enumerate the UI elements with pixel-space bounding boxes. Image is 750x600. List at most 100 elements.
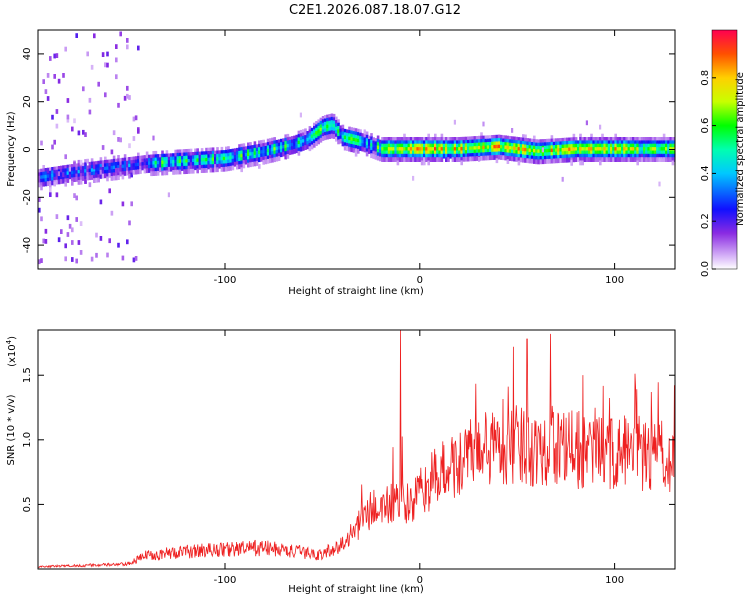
spectrogram-cell <box>570 154 573 159</box>
spectrogram-cell <box>403 140 406 146</box>
spectrogram-cell <box>381 150 384 156</box>
spectrogram-cell <box>264 146 268 151</box>
spectrogram-cell <box>374 154 378 160</box>
spectrogram-cell <box>350 133 353 139</box>
spectrogram-cell <box>115 165 118 171</box>
spectrogram-cell <box>227 159 230 165</box>
spectrogram-cell <box>266 152 270 157</box>
spectrogram-cell <box>546 159 549 164</box>
spectrogram-cell <box>489 155 492 161</box>
spectrogram-cell <box>365 134 369 140</box>
spectrogram-cell <box>148 168 151 173</box>
spectrogram-cell <box>126 38 129 43</box>
spectrogram-cell <box>187 169 191 174</box>
spectrogram-cell <box>326 128 329 133</box>
spectrogram-cell <box>60 175 63 181</box>
spectrogram-cell <box>51 177 54 182</box>
spectrogram-cell <box>616 140 620 146</box>
spectrogram-cell <box>482 145 485 151</box>
spectrogram-cell <box>636 143 639 149</box>
spectrogram-cell <box>238 161 241 166</box>
spectrogram-cell <box>209 167 213 173</box>
spectrogram-cell <box>53 139 56 145</box>
spectrogram-cell <box>236 147 239 153</box>
spectrogram-cell <box>482 142 485 148</box>
spectrogram-cell <box>546 145 549 151</box>
spectrogram-cell <box>440 157 444 162</box>
spectrogram-cell <box>167 153 171 159</box>
spectrogram-cell <box>550 135 554 140</box>
spectrogram-cell <box>266 148 270 154</box>
spectrogram-cell <box>579 140 582 146</box>
spectrogram-cell <box>403 153 406 159</box>
spectrogram-cell <box>163 153 166 159</box>
spectrogram-cell <box>673 150 675 156</box>
spectrogram-cell <box>242 160 246 165</box>
spectrogram-cell <box>46 177 50 183</box>
spectrogram-cell <box>310 131 314 136</box>
spectrogram-cell <box>119 171 122 177</box>
spectrogram-cell <box>121 174 125 180</box>
spectrogram-cell <box>240 163 243 169</box>
spectrogram-cell <box>368 142 371 148</box>
spectrogram-cell <box>651 153 655 159</box>
spectrogram-cell <box>647 153 650 159</box>
spectrogram-cell <box>416 143 419 149</box>
spectrogram-cell <box>616 147 620 152</box>
spectrogram-cell <box>79 169 83 175</box>
spectrogram-cell <box>196 168 199 174</box>
spectrogram-cell <box>594 153 598 159</box>
spectrogram-cell <box>260 153 263 159</box>
spectrogram-cell <box>106 173 109 178</box>
spectrogram-cell <box>643 150 646 156</box>
spectrogram-cell <box>414 153 417 159</box>
spectrogram-cell <box>387 153 391 159</box>
spectrogram-cell <box>596 147 600 152</box>
spectrogram-cell <box>572 143 576 149</box>
spectrogram-cell <box>449 153 452 159</box>
spectrogram-cell <box>658 157 661 162</box>
spectrogram-cell <box>79 179 83 185</box>
spectrogram-cell <box>286 150 290 156</box>
spectrogram-cell <box>374 151 378 157</box>
spectrogram-cell <box>260 140 263 145</box>
spectrogram-cell <box>627 143 631 149</box>
spectrogram-cell <box>143 155 147 160</box>
spectrogram-cell <box>585 143 589 149</box>
spectrogram-cell <box>264 156 268 161</box>
spectrogram-cell <box>253 161 257 167</box>
spectrogram-cell <box>427 157 430 162</box>
spectrogram-cell <box>374 141 378 147</box>
spectrogram-cell <box>354 128 358 133</box>
spectrogram-cell <box>330 113 334 119</box>
spectrogram-cell <box>471 146 474 152</box>
spectrogram-cell <box>530 148 534 154</box>
spectrogram-cell <box>528 155 532 160</box>
spectrogram-cell <box>137 152 140 158</box>
spectrogram-cell <box>253 141 257 147</box>
spectrogram-cell <box>82 166 85 171</box>
spectrogram-cell <box>134 159 138 165</box>
spectrogram-cell <box>660 137 664 142</box>
spectrogram-cell <box>205 151 208 156</box>
spectrogram-cell <box>341 131 345 137</box>
spectrogram-cell <box>555 138 558 144</box>
spectrogram-cell <box>75 33 78 38</box>
spectrogram-cell <box>183 165 186 171</box>
spectrogram-cell <box>134 156 138 161</box>
spectrogram-cell <box>544 139 547 144</box>
spectrogram-cell <box>434 147 437 152</box>
spectrogram-cell <box>231 148 235 154</box>
spectrogram-cell <box>515 146 518 152</box>
spectrogram-cell <box>434 133 437 139</box>
spectrogram-cell <box>471 139 474 145</box>
spectrogram-cell <box>143 161 147 167</box>
spectrogram-cell <box>601 147 604 152</box>
spectrogram-cell <box>524 151 527 157</box>
spectrogram-cell <box>491 138 494 144</box>
spectrogram-cell <box>475 136 479 141</box>
spectrogram-cell <box>541 155 545 161</box>
spectrogram-cell <box>607 150 611 156</box>
spectrogram-cell <box>471 136 474 141</box>
spectrogram-cell <box>566 157 569 163</box>
